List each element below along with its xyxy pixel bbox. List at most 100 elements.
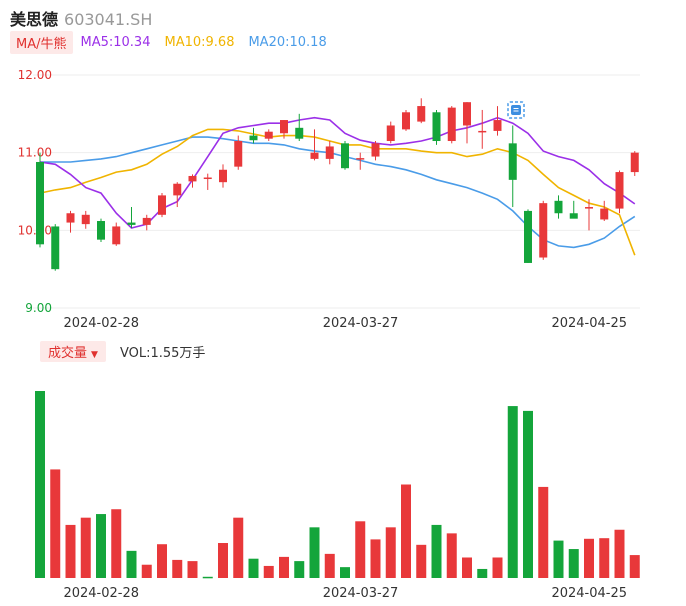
volume-bar [477, 568, 488, 578]
candle-body [203, 177, 212, 180]
candle-body [97, 221, 105, 240]
candle [325, 141, 334, 165]
candle-body [158, 195, 166, 215]
volume-bar [584, 538, 594, 578]
candle-body [142, 217, 151, 225]
ma5-legend: MA5:10.34 [80, 34, 151, 50]
candle-body [219, 169, 227, 183]
candle-body [447, 107, 456, 142]
candle [356, 152, 365, 170]
candle [569, 200, 578, 219]
volume-bar [309, 527, 320, 578]
candle [463, 102, 471, 144]
ma-legend: MA/牛熊 MA5:10.34 MA10:9.68 MA20:10.18 [10, 30, 341, 54]
candle [36, 152, 44, 248]
x-tick-label: 2024-04-25 [551, 586, 627, 601]
candle [493, 106, 502, 136]
candle [508, 125, 517, 208]
volume-bar [553, 540, 564, 578]
volume-bar [111, 509, 122, 578]
dropdown-arrow-icon: ▼ [91, 349, 98, 360]
candle-body [36, 161, 44, 245]
volume-bar [340, 567, 350, 578]
candle-body [554, 200, 563, 214]
y-tick-label: 9.00 [25, 301, 52, 315]
volume-bar [355, 521, 366, 578]
candle [219, 164, 227, 188]
y-tick-label: 12.00 [18, 68, 52, 82]
candle-body [325, 146, 334, 159]
candle [51, 224, 60, 271]
candle [158, 193, 166, 218]
volume-bar [507, 406, 518, 578]
volume-bar [233, 517, 244, 578]
candle-body [417, 106, 426, 122]
volume-bars [35, 391, 640, 579]
candle [188, 174, 197, 188]
volume-bar [568, 549, 579, 578]
candle [554, 195, 563, 219]
candle [417, 98, 426, 124]
ma-indicator-selector[interactable]: MA/牛熊 [10, 30, 73, 54]
candle-body [402, 112, 410, 130]
candle-body [249, 135, 258, 141]
candle [539, 200, 548, 260]
candle [112, 222, 121, 246]
candle-body [432, 112, 441, 142]
candle-body [585, 207, 593, 209]
candle [81, 210, 90, 229]
volume-bar [172, 559, 183, 578]
volume-bar [65, 524, 76, 578]
ma20-line [40, 136, 636, 249]
volume-bar [538, 486, 549, 578]
candle [173, 182, 182, 208]
moving-average-lines [39, 116, 636, 256]
volume-bar [599, 538, 610, 578]
volume-bar [370, 539, 381, 578]
volume-bar [294, 561, 305, 578]
candle-body [539, 203, 548, 258]
candlesticks [36, 98, 639, 271]
volume-bar [248, 558, 259, 578]
candle-body [371, 143, 380, 157]
volume-bar [446, 533, 457, 578]
volume-tag-label: 成交量 [48, 345, 88, 361]
volume-bar [462, 557, 472, 578]
price-grid [33, 74, 640, 309]
candle-body [600, 208, 609, 220]
candle-body [524, 210, 532, 263]
candle [432, 109, 441, 145]
volume-bar [324, 553, 335, 578]
volume-indicator-selector[interactable]: 成交量 ▼ [40, 340, 106, 362]
volume-bar [279, 556, 289, 578]
volume-bar [187, 561, 198, 578]
y-tick-label: 11.00 [18, 146, 52, 160]
candle-body [81, 214, 90, 225]
ma5-line [39, 116, 636, 229]
candle-body [234, 141, 243, 167]
event-marker-icon[interactable] [507, 101, 525, 119]
candle-body [493, 120, 502, 131]
stock-name: 美思德 [10, 10, 59, 29]
price-axis: 12.00 11.00 10.00 9.00 [18, 68, 52, 315]
candle-body [112, 226, 121, 245]
volume-bar [141, 564, 152, 578]
candle [97, 218, 105, 242]
x-tick-label: 2024-04-25 [551, 316, 627, 331]
candle-body [508, 143, 517, 180]
candle [478, 109, 487, 149]
volume-bar [401, 484, 411, 578]
candle [203, 173, 212, 190]
candle-body [356, 158, 365, 160]
candle-body [127, 222, 136, 225]
x-tick-label: 2024-03-27 [323, 586, 399, 601]
candle [249, 127, 258, 144]
candle [66, 210, 75, 233]
volume-bar [629, 555, 640, 578]
y-tick-label: 10.00 [18, 223, 52, 237]
volume-bar [431, 524, 442, 578]
stock-title: 美思德 603041.SH [10, 6, 152, 30]
ma10-line [39, 128, 636, 256]
candle [630, 151, 639, 176]
candle [524, 209, 532, 263]
